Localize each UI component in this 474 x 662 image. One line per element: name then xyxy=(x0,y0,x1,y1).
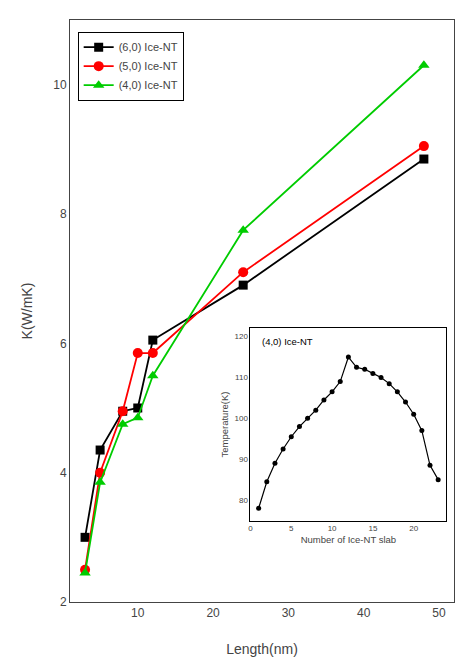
svg-text:20: 20 xyxy=(206,606,220,620)
svg-text:K(W/mK): K(W/mK) xyxy=(19,283,35,340)
svg-text:100: 100 xyxy=(235,414,249,423)
svg-text:10: 10 xyxy=(53,78,67,92)
svg-text:Number of Ice-NT slab: Number of Ice-NT slab xyxy=(301,534,396,545)
svg-text:20: 20 xyxy=(409,524,418,533)
svg-text:Temperature(K): Temperature(K) xyxy=(219,391,230,457)
svg-text:Length(nm): Length(nm) xyxy=(226,641,298,657)
svg-text:2: 2 xyxy=(60,595,67,609)
svg-text:30: 30 xyxy=(282,606,296,620)
svg-text:50: 50 xyxy=(432,606,446,620)
svg-text:15: 15 xyxy=(368,524,377,533)
svg-text:(5,0) Ice-NT: (5,0) Ice-NT xyxy=(119,60,178,72)
svg-text:6: 6 xyxy=(60,337,67,351)
svg-text:(4,0) Ice-NT: (4,0) Ice-NT xyxy=(262,336,313,347)
svg-text:120: 120 xyxy=(235,332,249,341)
svg-text:10: 10 xyxy=(328,524,337,533)
svg-text:90: 90 xyxy=(239,455,248,464)
svg-text:8: 8 xyxy=(60,207,67,221)
svg-text:10: 10 xyxy=(131,606,145,620)
svg-text:40: 40 xyxy=(357,606,371,620)
svg-text:80: 80 xyxy=(239,496,248,505)
svg-text:(4,0) Ice-NT: (4,0) Ice-NT xyxy=(119,79,178,91)
svg-text:(6,0) Ice-NT: (6,0) Ice-NT xyxy=(119,41,178,53)
svg-text:5: 5 xyxy=(289,524,294,533)
svg-text:4: 4 xyxy=(60,466,67,480)
svg-text:0: 0 xyxy=(248,524,253,533)
svg-text:110: 110 xyxy=(235,373,248,382)
